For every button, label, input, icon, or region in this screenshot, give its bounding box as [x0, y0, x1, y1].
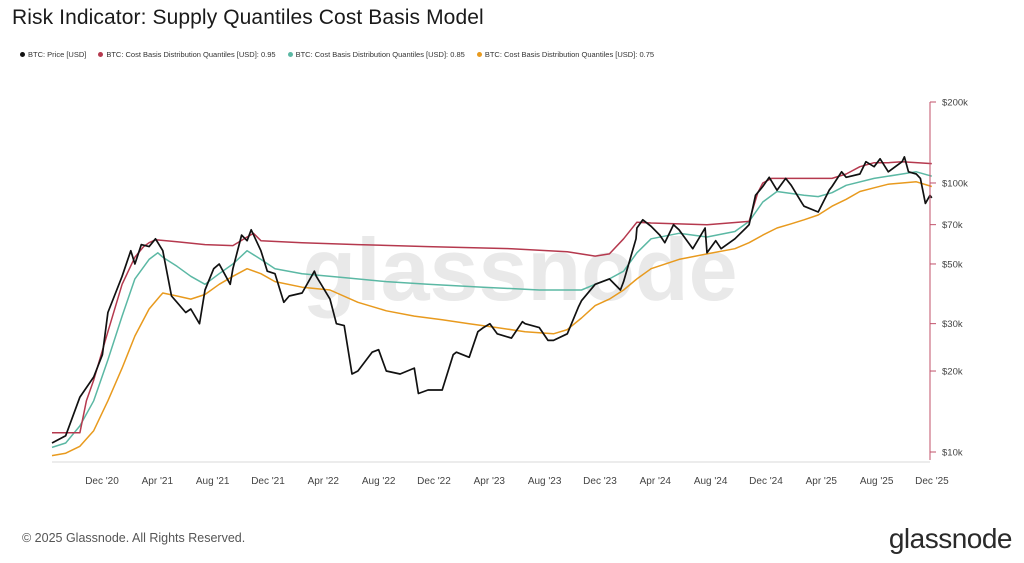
legend-dot-q85: [287, 52, 293, 57]
price-line: [51, 156, 933, 444]
y-axis: $10k $20k $30k $50k $70k $100k $200k: [929, 98, 968, 460]
x-tick-label: Apr '22: [308, 476, 340, 487]
legend-item-q95[interactable]: BTC: Cost Basis Distribution Quantiles […: [98, 50, 276, 59]
y-tick-label: $70k: [942, 220, 963, 231]
x-tick-label: Dec '25: [915, 476, 949, 487]
y-tick-label: $10k: [942, 448, 963, 459]
quantile-085-line: [51, 171, 933, 449]
x-tick-label: Dec '24: [749, 476, 783, 487]
legend-label-q95: BTC: Cost Basis Distribution Quantiles […: [106, 50, 276, 59]
legend-dot-price: [20, 52, 25, 57]
y-tick-label: $20k: [942, 367, 963, 378]
x-tick-label: Apr '24: [640, 476, 672, 487]
legend-label-q75: BTC: Cost Basis Distribution Quantiles […: [484, 50, 655, 59]
legend-item-price[interactable]: BTC: Price [USD]: [20, 50, 86, 59]
legend-item-q75[interactable]: BTC: Cost Basis Distribution Quantiles […: [476, 50, 655, 59]
x-tick-label: Aug '21: [196, 476, 230, 487]
x-tick-label: Aug '23: [528, 476, 562, 487]
x-tick-label: Aug '25: [860, 476, 894, 487]
legend-item-q85[interactable]: BTC: Cost Basis Distribution Quantiles […: [287, 50, 465, 59]
legend-label-price: BTC: Price [USD]: [28, 50, 87, 59]
legend-dot-q75: [476, 52, 482, 57]
legend-dot-q95: [98, 52, 104, 57]
quantile-075-line: [51, 181, 933, 457]
y-tick-label: $200k: [942, 98, 968, 109]
footer-copyright: © 2025 Glassnode. All Rights Reserved.: [22, 531, 246, 545]
x-tick-label: Aug '24: [694, 476, 728, 487]
x-tick-label: Apr '21: [142, 476, 174, 487]
x-tick-label: Dec '21: [251, 476, 285, 487]
x-tick-label: Aug '22: [362, 476, 396, 487]
x-tick-label: Dec '22: [417, 476, 451, 487]
y-tick-label: $50k: [942, 259, 963, 270]
series-lines: [51, 156, 933, 457]
x-axis: Dec '20 Apr '21 Aug '21 Dec '21 Apr '22 Aug '…: [52, 461, 949, 487]
y-tick-label: $30k: [942, 319, 963, 330]
x-tick-label: Apr '23: [474, 476, 506, 487]
x-tick-label: Dec '20: [85, 476, 119, 487]
x-tick-label: Apr '25: [806, 476, 838, 487]
x-tick-label: Dec '23: [583, 476, 617, 487]
y-tick-label: $100k: [942, 178, 968, 189]
glassnode-logo[interactable]: glassnode: [888, 523, 1013, 554]
chart-legend: BTC: Price [USD] BTC: Cost Basis Distrib…: [20, 50, 654, 59]
legend-label-q85: BTC: Cost Basis Distribution Quantiles […: [295, 50, 465, 59]
chart-title: Risk Indicator: Supply Quantiles Cost Ba…: [12, 6, 484, 29]
